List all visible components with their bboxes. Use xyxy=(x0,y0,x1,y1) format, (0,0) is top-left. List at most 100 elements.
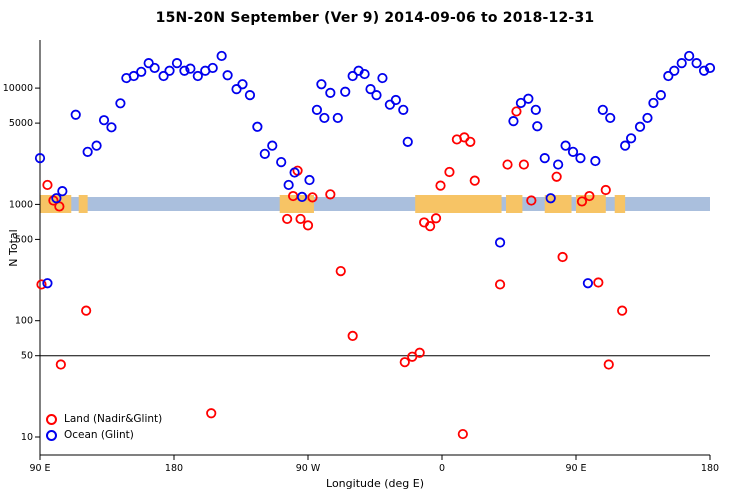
data-point xyxy=(283,179,294,191)
data-point xyxy=(206,408,217,419)
data-point xyxy=(98,115,110,126)
x-tick-label: 90 E xyxy=(29,463,50,474)
data-point xyxy=(669,65,680,76)
data-point xyxy=(237,79,248,90)
x-tick-label: 180 xyxy=(165,463,183,474)
legend-item-ocean: Ocean (Glint) xyxy=(46,427,162,443)
data-point xyxy=(325,189,336,200)
data-point xyxy=(430,213,442,224)
data-point xyxy=(106,122,117,133)
y-tick-label: 100 xyxy=(15,316,33,327)
x-axis-label: Longitude (deg E) xyxy=(326,477,424,490)
data-point xyxy=(502,159,513,170)
legend-label-ocean: Ocean (Glint) xyxy=(64,428,134,441)
data-point xyxy=(319,112,330,124)
data-point xyxy=(192,70,203,82)
data-point xyxy=(469,175,480,186)
data-point xyxy=(575,153,586,164)
data-point xyxy=(36,279,47,290)
data-point xyxy=(545,193,556,204)
data-point xyxy=(296,191,308,203)
legend: Land (Nadir&Glint) Ocean (Glint) xyxy=(46,411,162,443)
data-point xyxy=(267,140,278,151)
data-point xyxy=(576,196,588,207)
data-point xyxy=(158,70,169,82)
data-point xyxy=(620,140,631,151)
data-point xyxy=(335,265,346,277)
data-point xyxy=(340,86,351,97)
y-tick-label: 10000 xyxy=(3,83,33,94)
data-point xyxy=(34,153,46,164)
data-point xyxy=(511,106,522,117)
data-point xyxy=(655,90,666,101)
data-point xyxy=(171,58,183,69)
data-point xyxy=(332,112,343,124)
data-point xyxy=(244,90,256,101)
surface-band-land xyxy=(614,195,626,213)
data-point xyxy=(407,351,418,362)
data-point xyxy=(553,159,564,170)
surface-band-land xyxy=(415,195,502,213)
legend-label-land: Land (Nadir&Glint) xyxy=(64,412,163,425)
data-point xyxy=(402,136,413,147)
data-point xyxy=(42,278,53,289)
x-tick-label: 0 xyxy=(439,463,445,474)
data-point xyxy=(634,121,646,132)
x-tick-label: 90 W xyxy=(296,463,321,474)
y-tick-label: 5000 xyxy=(9,118,33,129)
data-point xyxy=(115,98,126,109)
data-point xyxy=(216,50,227,62)
data-point xyxy=(316,79,327,90)
data-point xyxy=(532,121,543,132)
data-point xyxy=(302,220,314,231)
data-point xyxy=(149,62,160,74)
data-point xyxy=(465,136,476,147)
ocean-marker-icon xyxy=(46,429,57,441)
data-point xyxy=(136,66,147,77)
data-point xyxy=(185,63,196,74)
data-point xyxy=(567,146,579,157)
y-tick-label: 50 xyxy=(21,351,33,362)
surface-band-land xyxy=(78,195,88,213)
data-point xyxy=(704,62,716,74)
data-point xyxy=(523,93,534,104)
data-point xyxy=(698,65,710,76)
surface-band-land xyxy=(544,195,572,213)
data-point xyxy=(347,330,358,342)
data-point xyxy=(42,179,53,191)
data-point xyxy=(55,359,66,370)
data-point xyxy=(605,112,616,124)
data-point xyxy=(179,65,190,76)
data-point xyxy=(377,72,388,84)
data-point xyxy=(295,213,306,225)
data-point xyxy=(560,140,571,151)
data-point xyxy=(82,146,93,157)
data-point xyxy=(557,251,568,263)
surface-band-land xyxy=(506,195,523,213)
data-point xyxy=(276,157,287,168)
data-point xyxy=(325,87,336,98)
data-point xyxy=(457,428,468,440)
y-axis-label: N Total xyxy=(7,229,20,267)
data-point xyxy=(603,359,614,370)
data-point xyxy=(515,97,527,109)
data-point xyxy=(231,84,242,95)
data-point xyxy=(81,305,92,316)
data-point xyxy=(494,279,506,290)
data-point xyxy=(597,104,608,115)
data-point xyxy=(518,159,529,170)
y-tick-label: 10 xyxy=(21,432,33,443)
data-point xyxy=(582,278,594,289)
data-point xyxy=(282,213,293,225)
data-point xyxy=(57,186,68,197)
data-point xyxy=(625,133,637,144)
data-point xyxy=(70,109,81,120)
data-point xyxy=(551,171,562,182)
data-point xyxy=(399,357,410,368)
data-point xyxy=(600,184,611,196)
data-point xyxy=(494,237,506,248)
data-point xyxy=(51,193,62,204)
x-tick-label: 90 E xyxy=(565,463,586,474)
x-tick-label: 180 xyxy=(701,463,719,474)
